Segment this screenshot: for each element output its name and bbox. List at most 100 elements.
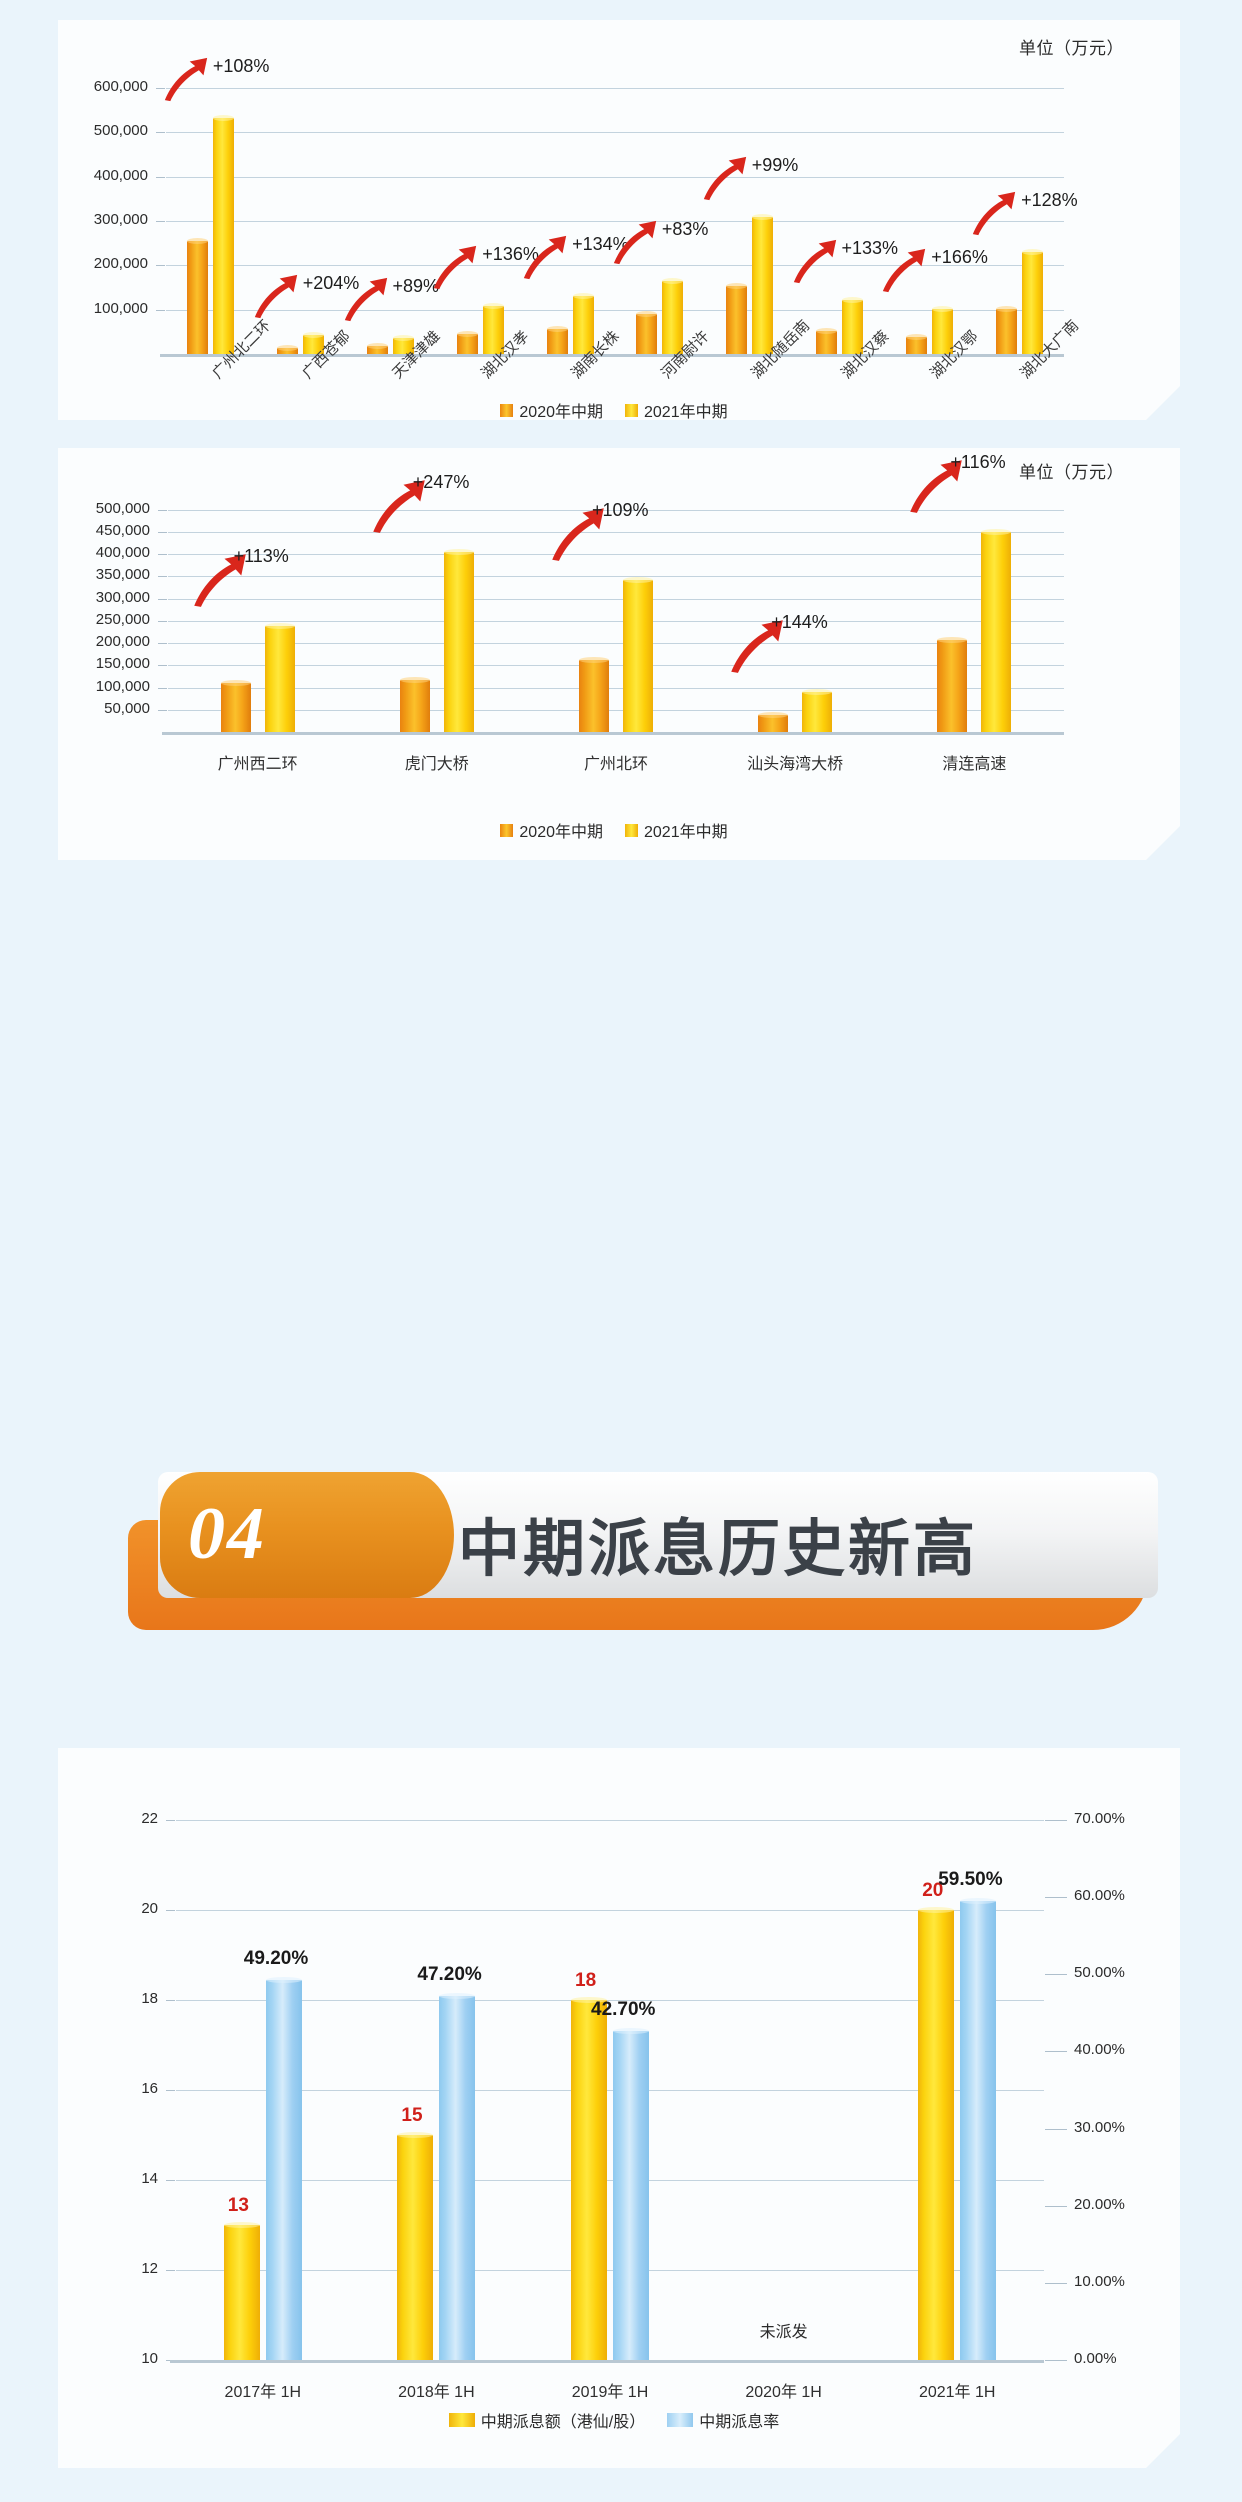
bar-2020-广州北二环: [187, 241, 208, 354]
legend-item-1: 2020年中期: [500, 818, 603, 842]
y-tick-label: 500,000: [93, 122, 148, 140]
dividend-value-label-2019年 1H: 18: [575, 1970, 597, 1991]
bar-top-cap: [960, 1898, 996, 1904]
x-axis-line: [170, 2360, 1044, 2363]
gridline: [168, 599, 1064, 600]
growth-label-广西苍郁: +204%: [302, 272, 360, 293]
gridline: [176, 2000, 1044, 2001]
growth-arrow-湖南长株: [522, 234, 568, 280]
legend-item-1: 中期派息额（港仙/股）: [448, 2408, 645, 2432]
chart-card-2: 单位（万元） 50,000 100,000 150,000 200,000 250,00…: [58, 448, 1180, 860]
legend-swatch-2: [625, 823, 638, 837]
y-tick-label-left: 12: [141, 2260, 158, 2277]
growth-arrow-湖北大广南: [971, 190, 1017, 236]
chart1-plot-area: 100,000 200,000 300,000 400,000 500,000 600,0…: [166, 66, 1064, 354]
gridline: [176, 2270, 1044, 2271]
x-axis-label-2018年 1H: 2018年 1H: [398, 2384, 475, 2401]
y-tick-label: 450,000: [95, 522, 150, 539]
bar-top-cap: [662, 278, 683, 284]
gridline: [166, 88, 1064, 89]
banner-number-badge: [160, 1472, 454, 1598]
y-tick-mark: [156, 221, 165, 222]
bar-top-cap: [303, 332, 324, 338]
y-tick-label-left: 16: [141, 2080, 158, 2097]
chart-card-1: 单位（万元） 100,000 200,000 300,000 400,000 500,0…: [58, 20, 1180, 420]
y-tick-mark: [158, 554, 167, 555]
y-tick-mark-left: [166, 2180, 175, 2181]
gridline: [176, 2090, 1044, 2091]
gridline: [176, 1910, 1044, 1911]
section-banner-04: 04 中期派息历史新高: [128, 1472, 1188, 1632]
y-tick-mark-right: [1045, 1897, 1067, 1898]
y-tick-label-right: 70.00%: [1074, 1810, 1125, 1827]
y-tick-mark: [156, 177, 165, 178]
growth-arrow-湖北汉蔡: [792, 238, 838, 284]
bar-top-cap: [573, 293, 594, 299]
y-tick-mark: [158, 688, 167, 689]
dividend-value-label-2021年 1H: 20: [922, 1880, 944, 1901]
bar-dividend-2018年 1H: [397, 2135, 433, 2360]
bar-top-cap: [752, 214, 773, 220]
chart2-legend: 2020年中期 2021年中期: [0, 818, 1242, 842]
x-axis-label-2021年 1H: 2021年 1H: [918, 2384, 996, 2401]
x-axis-label-2019年 1H: 2019年 1H: [571, 2384, 649, 2401]
y-tick-mark-left: [166, 2090, 175, 2091]
bar-top-cap: [996, 306, 1017, 312]
growth-arrow-汕头海湾大桥: [729, 618, 785, 674]
bar-2020-虎门大桥: [400, 680, 430, 732]
y-tick-mark: [158, 599, 167, 600]
chart1-unit-label: 单位（万元）: [1019, 39, 1124, 58]
y-tick-label: 300,000: [93, 211, 148, 229]
payout-ratio-label-2021年 1H: 59.50%: [938, 1869, 1003, 1890]
growth-label-天津津雄: +89%: [392, 276, 440, 297]
bar-2021-河南尉许: [662, 281, 683, 354]
y-tick-mark: [158, 665, 167, 666]
legend-swatch-2: [625, 403, 638, 417]
gridline: [168, 576, 1064, 577]
y-tick-mark-right: [1045, 1974, 1067, 1975]
growth-label-河南尉许: +83%: [661, 218, 709, 239]
y-tick-label: 600,000: [93, 78, 148, 96]
legend-label-1: 2020年中期: [519, 404, 603, 421]
x-axis-label-清连高速: 清连高速: [942, 756, 1007, 773]
bar-2020-广州北环: [579, 660, 609, 732]
x-axis-label-2020年 1H: 2020年 1H: [745, 2384, 822, 2401]
bar-payout-ratio-2021年 1H: [960, 1901, 996, 2360]
growth-label-湖南长株: +134%: [572, 233, 629, 254]
payout-ratio-label-2018年 1H: 47.20%: [417, 1963, 482, 1985]
y-tick-label: 100,000: [95, 677, 150, 695]
bar-top-cap: [802, 689, 832, 695]
bar-top-cap: [613, 2028, 649, 2034]
bar-payout-ratio-2018年 1H: [439, 1996, 475, 2360]
gridline: [168, 510, 1064, 511]
bar-top-cap: [906, 334, 927, 340]
y-tick-mark-left: [166, 1910, 175, 1911]
y-tick-label-right: 40.00%: [1074, 2041, 1125, 2059]
y-tick-label: 200,000: [95, 633, 150, 651]
growth-arrow-天津津雄: [343, 276, 389, 322]
y-tick-mark: [158, 710, 167, 711]
bar-top-cap: [547, 326, 568, 332]
bar-payout-ratio-2017年 1H: [266, 1980, 302, 2360]
bar-2021-湖北汉孝: [483, 306, 504, 354]
bar-2020-广西苍郁: [277, 348, 298, 354]
bar-2021-广州北二环: [213, 118, 234, 354]
bar-top-cap: [937, 637, 967, 643]
y-tick-label: 200,000: [93, 255, 148, 273]
y-tick-label-left: 18: [141, 1990, 158, 2007]
y-tick-mark-left: [166, 2270, 175, 2271]
bar-top-cap: [266, 1977, 302, 1983]
bar-2021-广州北环: [623, 580, 653, 732]
growth-arrow-河南尉许: [612, 219, 658, 265]
bar-top-cap: [224, 2222, 260, 2228]
banner-section-number: 04: [188, 1493, 266, 1575]
gridline: [166, 177, 1064, 178]
bar-top-cap: [636, 311, 657, 317]
y-tick-mark: [156, 88, 165, 89]
bar-top-cap: [439, 1993, 475, 1999]
legend-label-2: 中期派息率: [699, 2414, 780, 2431]
legend-label-2: 2021年中期: [644, 824, 728, 841]
bar-2020-汕头海湾大桥: [758, 715, 788, 732]
legend-label-2: 2021年中期: [644, 404, 728, 421]
chart-card-3: 10 12 14 16 18 20 22 0.00% 10.00% 20.00% 30.00% 40.…: [58, 1748, 1180, 2468]
